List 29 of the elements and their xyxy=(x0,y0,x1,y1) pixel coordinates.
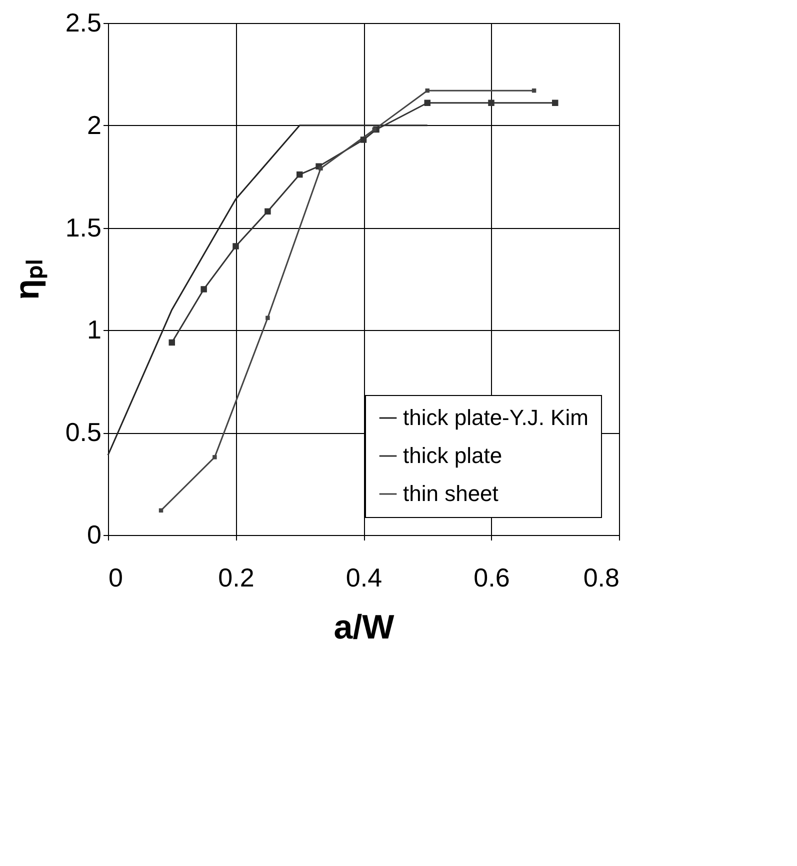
legend-label: thick plate-Y.J. Kim xyxy=(403,405,588,430)
y-tick-label: 2 xyxy=(87,110,102,140)
x-tick-label: 0.2 xyxy=(218,562,254,592)
point xyxy=(232,243,239,250)
point xyxy=(424,100,430,106)
y-tick-label: 2.5 xyxy=(65,8,102,38)
point xyxy=(552,100,558,106)
x-tick-label: 0 xyxy=(108,562,123,592)
point xyxy=(266,316,270,320)
y-axis-title: ηₚₗ xyxy=(8,259,48,300)
y-tick-label: 1 xyxy=(87,314,102,345)
legend-label: thick plate xyxy=(403,443,502,468)
point xyxy=(212,455,217,460)
point xyxy=(488,100,494,106)
y-tick-label: 0 xyxy=(87,520,102,550)
y-tick-label: 0.5 xyxy=(65,417,102,448)
x-tick-label: 0.6 xyxy=(474,562,510,592)
x-tick-label: 0.8 xyxy=(583,562,620,592)
x-axis-title: a/W xyxy=(334,608,396,646)
legend-label: thin sheet xyxy=(403,481,498,506)
point xyxy=(372,127,376,132)
point xyxy=(318,166,323,171)
point xyxy=(296,171,303,178)
point xyxy=(264,208,271,215)
y-tick-label: 1.5 xyxy=(65,212,102,242)
x-tick-label: 0.4 xyxy=(346,562,382,592)
point xyxy=(360,136,367,143)
point xyxy=(200,286,207,292)
point xyxy=(168,339,175,346)
